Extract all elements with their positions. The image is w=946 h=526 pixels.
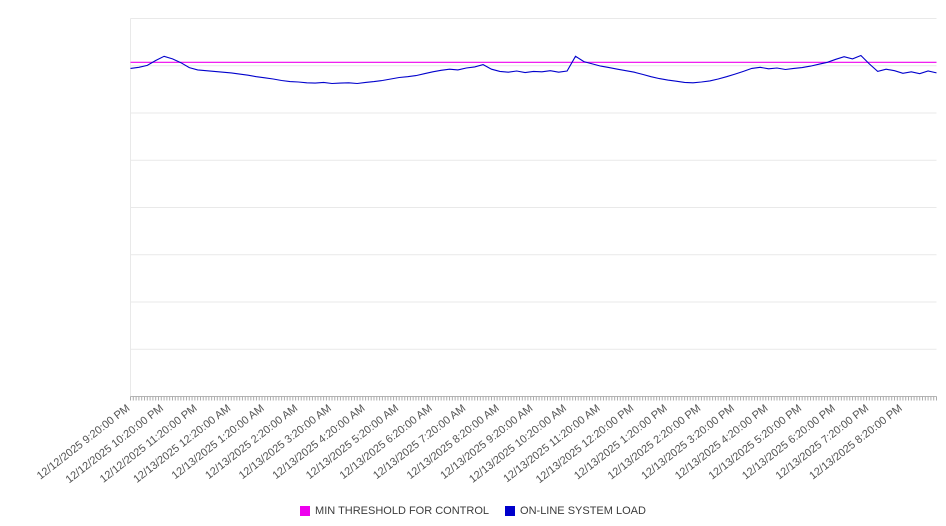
legend-label-min-threshold: MIN THRESHOLD FOR CONTROL	[315, 505, 490, 517]
load-swatch-icon	[505, 506, 516, 516]
chart-legend: MIN THRESHOLD FOR CONTROL ON-LINE SYSTEM…	[0, 505, 946, 517]
legend-label-system-load: ON-LINE SYSTEM LOAD	[520, 505, 646, 517]
legend-item-system-load[interactable]: ON-LINE SYSTEM LOAD	[505, 505, 646, 517]
x-axis-ticks	[130, 396, 937, 401]
y-gridlines	[130, 18, 937, 350]
legend-item-min-threshold[interactable]: MIN THRESHOLD FOR CONTROL	[300, 505, 489, 517]
system-load-line	[130, 54, 937, 85]
threshold-swatch-icon	[300, 506, 311, 516]
